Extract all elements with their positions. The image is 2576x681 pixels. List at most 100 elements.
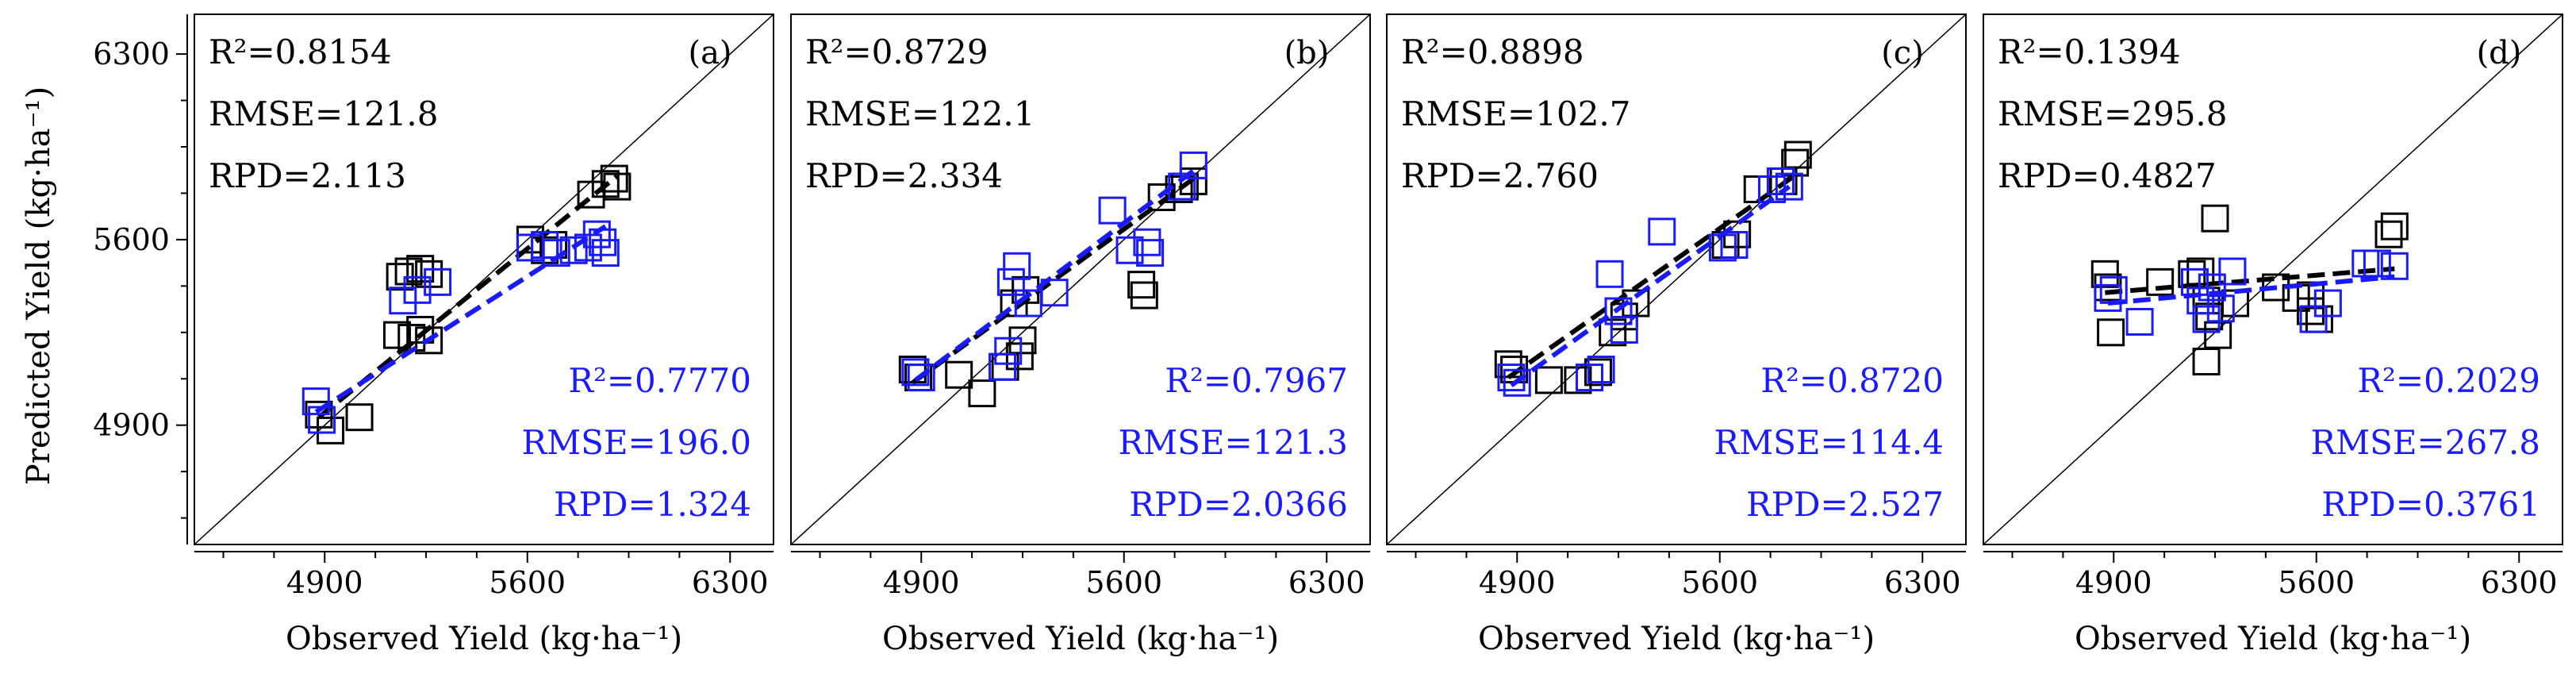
series-validation <box>901 151 1207 392</box>
panel-label: (d) <box>2477 35 2522 71</box>
data-point-validation <box>994 337 1023 365</box>
data-point-calibration <box>1130 281 1158 310</box>
data-point-validation <box>988 352 1016 381</box>
stat-black-rpd: RPD=2.760 <box>1401 156 1599 195</box>
panel-3: 4900 5600 6300 Observed Yield (kg·ha⁻¹) (c) R… <box>1386 13 1967 657</box>
y-tick-label: 6300 <box>93 37 170 71</box>
data-point-calibration <box>2097 318 2125 347</box>
data-point-validation <box>1720 231 1749 260</box>
stat-blue-r2: R²=0.8720 <box>1760 361 1944 400</box>
panel-label: (b) <box>1284 35 1330 71</box>
data-point-validation <box>1775 172 1803 201</box>
data-point-validation <box>1503 368 1531 397</box>
stat-black-r2: R²=0.8898 <box>1401 33 1584 71</box>
data-point-calibration <box>317 416 345 444</box>
data-point-calibration <box>2296 297 2325 325</box>
fit-line-calibration <box>2105 266 2395 295</box>
data-point-calibration <box>600 164 628 193</box>
panels: 4900 5600 6300 Observed Yield (kg·ha⁻¹) 4900… <box>93 13 2563 657</box>
data-point-calibration <box>2374 220 2403 248</box>
x-tick-label: 5600 <box>1085 565 1162 600</box>
x-tick-label: 4900 <box>286 565 363 600</box>
series-validation <box>1497 167 1803 397</box>
fit-line-validation <box>1510 184 1791 388</box>
data-point-calibration <box>2380 212 2409 240</box>
y-tick-label: 4900 <box>93 408 170 443</box>
data-point-calibration <box>1584 358 1612 387</box>
one-to-one-line <box>194 14 774 544</box>
data-point-calibration <box>1127 271 1156 299</box>
data-point-calibration <box>1008 326 1037 355</box>
stat-blue-rpd: RPD=2.0366 <box>1129 485 1348 524</box>
stat-blue-rpd: RPD=2.527 <box>1746 485 1944 524</box>
data-point-validation <box>591 239 620 267</box>
panel-2: 4900 5600 6300 Observed Yield (kg·ha⁻¹) (b) R… <box>790 13 1371 657</box>
fit-line-validation <box>2107 274 2395 306</box>
data-point-validation <box>389 287 417 315</box>
stat-black-rmse: RMSE=102.7 <box>1401 94 1631 133</box>
data-point-validation <box>1003 252 1031 280</box>
x-tick-label: 6300 <box>1288 565 1365 600</box>
series-validation <box>301 220 620 434</box>
x-axis-label: Observed Yield (kg·ha⁻¹) <box>2075 621 2471 657</box>
x-tick-label: 5600 <box>489 565 566 600</box>
plot-frame <box>1983 13 2563 545</box>
panel-label: (a) <box>688 35 731 71</box>
x-tick-label: 5600 <box>1681 565 1758 600</box>
series-validation <box>2094 249 2409 336</box>
stat-black-r2: R²=0.1394 <box>1998 33 2181 71</box>
stat-black-rpd: RPD=2.334 <box>805 156 1003 195</box>
stat-blue-rpd: RPD=0.3761 <box>2321 485 2540 524</box>
stat-blue-rmse: RMSE=114.4 <box>1714 423 1944 462</box>
fit-line-calibration <box>1507 171 1800 380</box>
data-point-validation <box>403 275 432 304</box>
stat-black-rmse: RMSE=295.8 <box>1998 94 2228 133</box>
data-point-validation <box>2094 283 2122 312</box>
data-point-validation <box>2206 294 2235 323</box>
data-point-calibration <box>968 379 996 408</box>
data-point-validation <box>542 239 570 267</box>
data-point-validation <box>424 267 452 296</box>
stat-black-r2: R²=0.8154 <box>209 33 392 71</box>
data-point-validation <box>1604 297 1633 325</box>
stat-blue-rpd: RPD=1.324 <box>554 485 751 524</box>
stat-blue-r2: R²=0.7967 <box>1165 361 1348 400</box>
data-point-calibration <box>406 315 435 344</box>
data-point-validation <box>2313 289 2342 317</box>
stat-blue-r2: R²=0.7770 <box>568 361 751 400</box>
data-point-calibration <box>1783 140 1812 169</box>
data-point-validation <box>1179 151 1207 179</box>
series-calibration <box>305 164 632 444</box>
data-point-calibration <box>383 321 411 349</box>
data-point-validation <box>2192 305 2221 333</box>
data-point-validation <box>2125 307 2154 336</box>
data-point-validation <box>1115 236 1144 264</box>
x-axis-label: Observed Yield (kg·ha⁻¹) <box>286 621 682 657</box>
data-point-calibration <box>2192 348 2221 376</box>
y-axis-label: Predicted Yield (kg·ha⁻¹) <box>21 87 57 485</box>
data-point-validation <box>1587 356 1615 384</box>
panel-4: 4900 5600 6300 Observed Yield (kg·ha⁻¹) (d) R… <box>1983 13 2563 657</box>
plot-frame <box>790 13 1371 545</box>
data-point-calibration <box>345 403 374 432</box>
stat-blue-r2: R²=0.2029 <box>2357 361 2540 400</box>
data-point-calibration <box>2146 267 2175 296</box>
data-point-validation <box>2299 305 2328 333</box>
data-point-calibration <box>1147 183 1176 211</box>
data-point-validation <box>996 267 1025 296</box>
x-tick-label: 4900 <box>2075 565 2152 600</box>
panel-label: (c) <box>1881 35 1924 71</box>
stat-black-rmse: RMSE=122.1 <box>805 94 1035 133</box>
x-tick-label: 6300 <box>2481 565 2558 600</box>
plot-frame <box>1386 13 1967 545</box>
data-point-validation <box>1133 228 1161 256</box>
data-point-calibration <box>2201 204 2229 233</box>
data-point-validation <box>1595 260 1624 288</box>
series-calibration <box>898 167 1207 408</box>
one-to-one-line <box>1387 14 1966 544</box>
x-tick-label: 4900 <box>1479 565 1556 600</box>
stat-black-rmse: RMSE=121.8 <box>209 94 439 133</box>
data-point-validation <box>1098 196 1127 225</box>
data-point-calibration <box>1781 148 1810 177</box>
